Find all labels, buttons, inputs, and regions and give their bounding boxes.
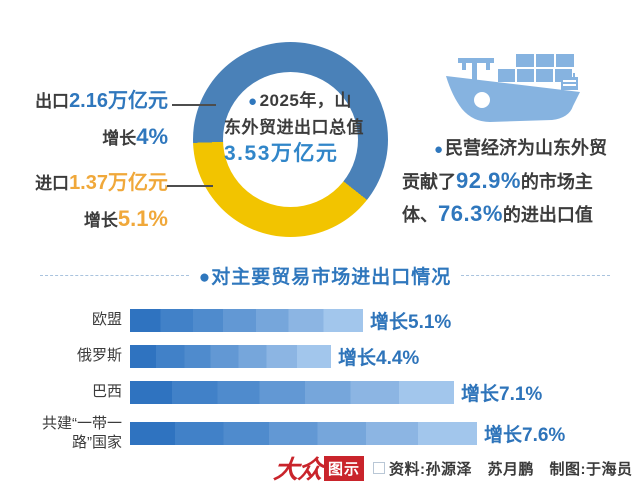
dashed-divider-left [40, 275, 189, 276]
pe-part3: 的进出口值 [502, 205, 593, 225]
pe-part2: 的市场主体、 [402, 172, 593, 225]
bar-chart: 欧盟 增长5.1% 俄罗斯 增长4.4% 巴西 增长7.1% 共建“一带一路”国家 增长7.6… [16, 307, 626, 462]
bar-row: 俄罗斯 增长4.4% [16, 343, 626, 370]
dashed-divider-right [461, 275, 611, 276]
logo-script-text: 大众 [272, 457, 324, 484]
import-value-line: 进口1.37万亿元 [18, 166, 168, 201]
donut-center-text: ● 2025年，山东外贸进出口总值 3.53万亿元 [224, 88, 366, 168]
bar-category-label: 共建“一带一路”国家 [42, 415, 122, 451]
import-value: 1.37万亿元 [69, 172, 168, 194]
pe-value-2: 76.3% [438, 201, 503, 226]
credits-text: 资料:孙源泽 苏月鹏 制图:于海员 [389, 460, 633, 478]
export-growth-line: 增长4% [18, 119, 168, 156]
donut-center-value: 3.53万亿元 [224, 142, 339, 165]
export-growth-label: 增长 [102, 129, 137, 148]
import-growth-line: 增长5.1% [18, 201, 168, 238]
bar [130, 309, 363, 332]
import-label: 进口 [35, 174, 70, 193]
pe-part1: 民营经济为山东外贸贡献了 [402, 138, 608, 192]
import-leader-line [167, 185, 213, 187]
bar-row: 共建“一带一路”国家 增长7.6% [16, 415, 626, 453]
import-growth-label: 增长 [83, 211, 118, 230]
bar [130, 345, 331, 368]
section-header: ●对主要贸易市场进出口情况 [40, 262, 611, 289]
bullet-icon: ● [434, 141, 444, 158]
export-value: 2.16万亿元 [69, 90, 168, 112]
bar [130, 422, 477, 446]
bar-category-label: 俄罗斯 [76, 347, 122, 365]
bar-category-label: 巴西 [91, 383, 122, 401]
square-icon [373, 462, 386, 474]
bar-value-label: 增长7.1% [461, 384, 543, 405]
container-ship-icon [446, 54, 580, 122]
private-economy-text: ● 民营经济为山东外贸贡献了92.9%的市场主体、76.3%的进出口值 [402, 133, 616, 231]
dazhong-tushi-logo: 大众 图示 [272, 450, 365, 486]
export-value-line: 出口2.16万亿元 [18, 84, 168, 119]
bar [130, 381, 454, 404]
bar-category-label: 欧盟 [91, 311, 122, 329]
donut-chart: ● 2025年，山东外贸进出口总值 3.53万亿元 [193, 42, 388, 237]
export-callout: 出口2.16万亿元 增长4% [18, 84, 168, 156]
pe-value-1: 92.9% [456, 168, 521, 193]
import-callout: 进口1.37万亿元 增长5.1% [18, 166, 168, 238]
credits: 资料:孙源泽 苏月鹏 制图:于海员 [373, 458, 633, 479]
import-growth-value: 5.1% [117, 206, 168, 231]
donut-hole [223, 72, 358, 207]
footer: 大众 图示 资料:孙源泽 苏月鹏 制图:于海员 [272, 450, 633, 486]
export-leader-line [172, 104, 216, 106]
bar-row: 巴西 增长7.1% [16, 379, 626, 406]
section-title: ●对主要贸易市场进出口情况 [198, 267, 452, 288]
donut-center-prefix: 2025年，山东外贸进出口总值 [224, 91, 364, 137]
bar-value-label: 增长7.6% [484, 425, 566, 447]
bar-value-label: 增长5.1% [370, 312, 452, 333]
bar-row: 欧盟 增长5.1% [16, 307, 626, 334]
bar-value-label: 增长4.4% [338, 348, 420, 369]
export-label: 出口 [35, 92, 70, 111]
bullet-icon: ● [248, 93, 258, 110]
logo-badge-text: 图示 [324, 455, 365, 481]
export-growth-value: 4% [136, 124, 168, 149]
